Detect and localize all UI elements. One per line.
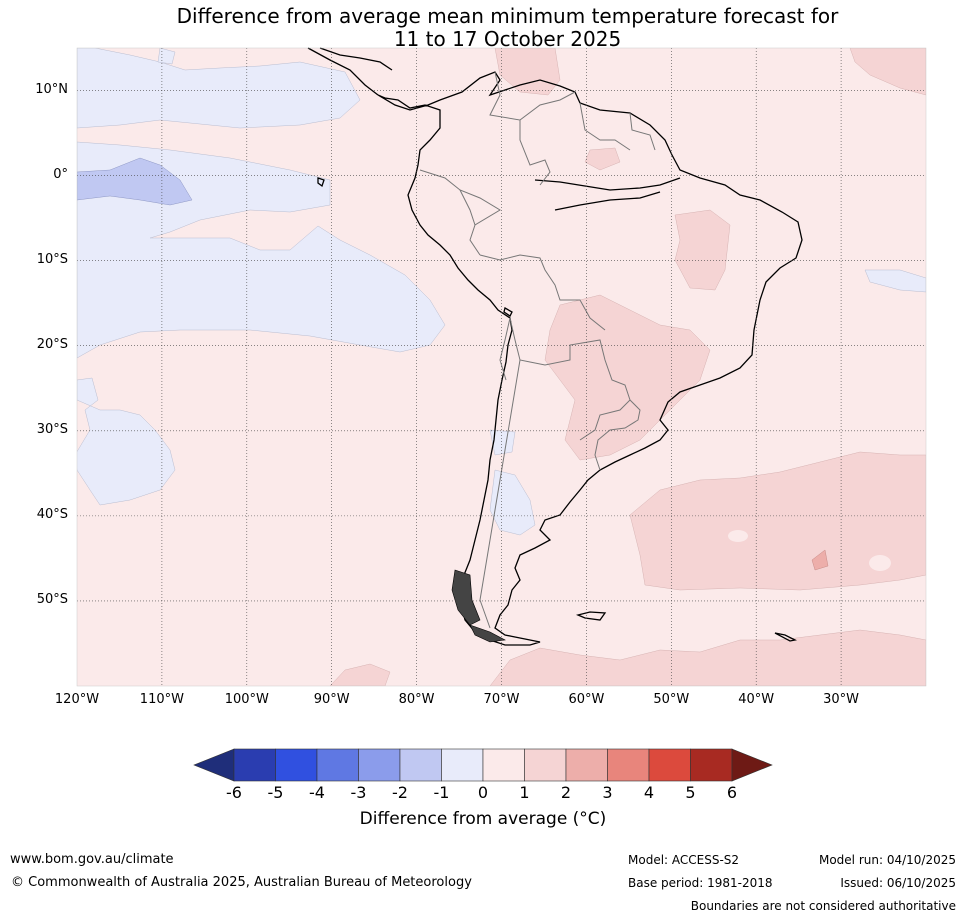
longitude-label: 30°W xyxy=(823,692,860,707)
longitude-label: 50°W xyxy=(653,692,690,707)
colorbar-tick-label: 2 xyxy=(560,783,572,802)
graticule xyxy=(77,48,926,686)
colorbar-title: Difference from average (°C) xyxy=(359,809,607,829)
anomaly-band-minus1-to-0-north xyxy=(77,48,361,129)
colorbar-bin xyxy=(482,748,525,782)
map-title-line-1: Difference from average mean minimum tem… xyxy=(176,4,839,28)
longitude-label: 40°W xyxy=(738,692,775,707)
latitude-label: 20°S xyxy=(36,336,68,352)
model-run-date: Model run: 04/10/2025 xyxy=(818,853,956,867)
longitude-label: 100°W xyxy=(224,692,269,707)
central-america-coastline xyxy=(307,47,393,96)
anomaly-band-minus2-to-minus1 xyxy=(77,157,193,206)
longitude-label: 110°W xyxy=(139,692,184,707)
model-name: Model: ACCESS-S2 xyxy=(628,853,740,867)
longitude-label: 90°W xyxy=(313,692,350,707)
colorbar-tick-label: -1 xyxy=(433,783,450,802)
colorbar-tick-label: -3 xyxy=(350,783,367,802)
base-period: Base period: 1981-2018 xyxy=(628,876,773,890)
colorbar-bin xyxy=(275,748,318,782)
coastlines xyxy=(307,47,803,646)
colorbar-tick-label: 0 xyxy=(477,783,489,802)
south-america-coastline xyxy=(377,71,803,646)
longitude-label: 80°W xyxy=(398,692,435,707)
anomaly-band-minus1-to-0-southwest xyxy=(77,377,176,506)
boundary-disclaimer: Boundaries are not considered authoritat… xyxy=(690,899,956,913)
copyright-notice: © Commonwealth of Australia 2025, Austra… xyxy=(11,875,472,890)
colorbar-extend-high xyxy=(731,748,773,782)
anomaly-band-1-to-2-north xyxy=(494,48,561,96)
anomaly-band-1-to-2-small xyxy=(584,147,621,171)
colorbar-bin xyxy=(399,748,442,782)
longitude-label: 120°W xyxy=(54,692,100,707)
colorbar-tick-label: -5 xyxy=(267,783,284,802)
latitude-label: 0° xyxy=(53,166,68,182)
amazon-river xyxy=(534,177,681,211)
latitude-label: 10°N xyxy=(35,81,68,97)
anomaly-band-minus1-to-0-islet xyxy=(157,48,176,65)
lake-titicaca xyxy=(503,307,513,317)
colorbar-tick-label: -2 xyxy=(392,783,408,802)
longitude-label: 70°W xyxy=(483,692,520,707)
latitude-label: 40°S xyxy=(36,506,68,522)
colorbar-bin xyxy=(358,748,401,782)
colorbar-tick-label: -6 xyxy=(226,783,242,802)
colorbar xyxy=(193,748,773,782)
anomaly-band-1-to-2-brazil xyxy=(674,209,731,291)
anomaly-band-minus1-to-0-atlantic xyxy=(864,269,926,293)
anomaly-hole xyxy=(728,530,748,542)
anomaly-band-1-to-2-northeast xyxy=(849,48,926,96)
anomaly-hole xyxy=(869,555,891,571)
anomaly-band-1-to-2-southwest xyxy=(329,663,391,686)
anomaly-band-1-to-2-south-atlantic xyxy=(629,451,926,591)
anomaly-band-minus1-to-0-small xyxy=(489,429,516,456)
colorbar-tick-label: -4 xyxy=(309,783,325,802)
colorbar-bin xyxy=(233,748,276,782)
latitude-label: 10°S xyxy=(36,251,68,267)
anomaly-band-1-to-2-southern xyxy=(489,629,926,686)
anomaly-field xyxy=(77,48,926,686)
colorbar-tick-label: 5 xyxy=(685,783,696,802)
anomaly-band-2-to-3 xyxy=(811,549,829,571)
colorbar-bin xyxy=(607,748,650,782)
colorbar-bin xyxy=(565,748,608,782)
website-link[interactable]: www.bom.gov.au/climate xyxy=(10,852,174,867)
colorbar-tick-label: 1 xyxy=(519,783,530,802)
fjord-islands xyxy=(451,569,506,643)
longitude-label: 60°W xyxy=(568,692,605,707)
colorbar-bin xyxy=(316,748,359,782)
colorbar-bin xyxy=(524,748,567,782)
colorbar-tick-label: 6 xyxy=(726,783,738,802)
country-borders xyxy=(419,71,656,629)
galapagos xyxy=(317,177,325,188)
colorbar-bin xyxy=(690,748,733,782)
issued-date: Issued: 06/10/2025 xyxy=(840,876,956,890)
colorbar-extend-low xyxy=(193,748,235,782)
latitude-label: 50°S xyxy=(36,591,68,607)
map-title-line-2: 11 to 17 October 2025 xyxy=(393,27,622,51)
latitude-label: 30°S xyxy=(36,421,68,437)
map-frame xyxy=(76,47,927,687)
colorbar-tick-label: 4 xyxy=(643,783,655,802)
falkland-islands xyxy=(575,611,607,621)
south-georgia xyxy=(774,632,797,642)
colorbar-bin xyxy=(441,748,484,782)
colorbar-bin xyxy=(648,748,691,782)
colorbar-tick-label: 3 xyxy=(602,783,613,802)
